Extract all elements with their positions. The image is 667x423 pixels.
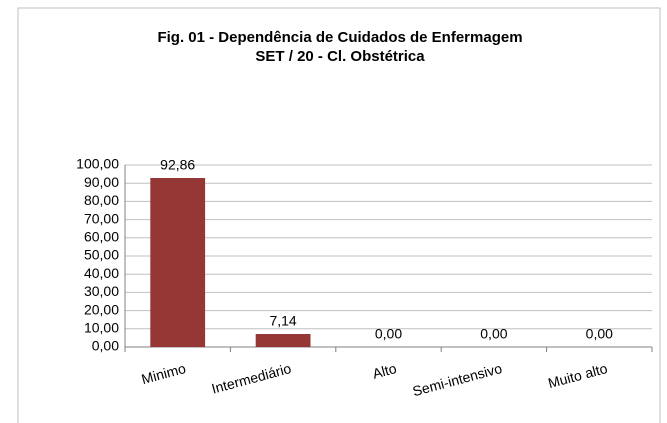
data-label: 0,00 (586, 326, 613, 342)
data-label: 92,86 (160, 157, 195, 173)
y-tick-label: 40,00 (84, 265, 119, 281)
data-label: 0,00 (480, 326, 507, 342)
x-tick-label: Alto (371, 360, 399, 382)
y-tick-label: 80,00 (84, 192, 119, 208)
data-label: 7,14 (269, 313, 296, 329)
y-tick-label: 50,00 (84, 247, 119, 263)
y-tick-label: 30,00 (84, 283, 119, 299)
x-tick-label: Minimo (140, 360, 188, 387)
y-tick-label: 0,00 (92, 338, 119, 354)
bar (255, 334, 311, 347)
y-tick-label: 60,00 (84, 229, 119, 245)
y-tick-label: 20,00 (84, 301, 119, 317)
chart-subtitle: SET / 20 - Cl. Obstétrica (255, 48, 425, 65)
y-tick-label: 100,00 (76, 156, 119, 172)
data-label: 0,00 (375, 326, 402, 342)
x-tick-label: Intermediário (210, 360, 293, 397)
x-tick-label: Semi-intensivo (411, 360, 504, 399)
x-tick-label: Muito alto (546, 360, 609, 391)
y-tick-label: 10,00 (84, 320, 119, 336)
chart-frame (17, 7, 661, 423)
y-tick-label: 70,00 (84, 210, 119, 226)
chart-title: Fig. 01 - Dependência de Cuidados de Enf… (157, 29, 522, 46)
y-tick-label: 90,00 (84, 174, 119, 190)
bar (150, 177, 206, 347)
